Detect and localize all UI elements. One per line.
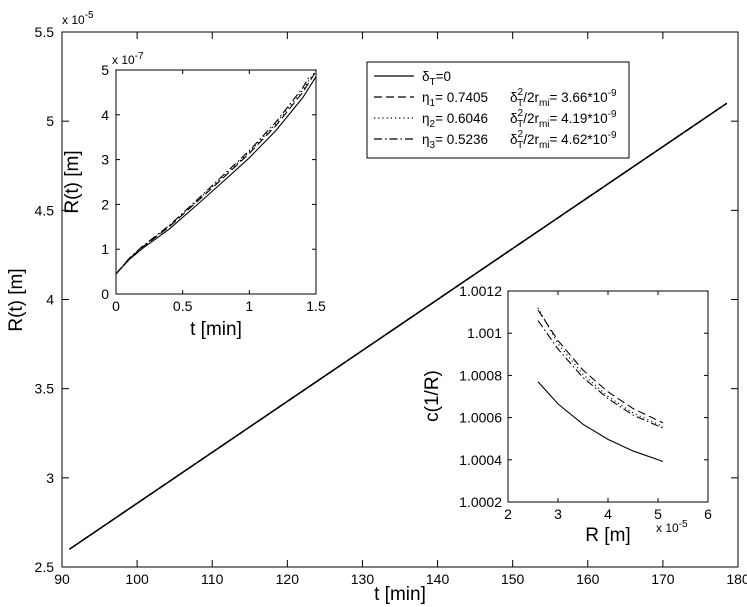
inset-right-y-tick-label: 1.0012 [459,283,502,299]
main-x-tick-label: 180 [726,571,747,587]
inset-right-series-dotted [537,307,664,427]
main-y-exponent: x 10-5 [62,10,94,27]
inset-right-y-tick-label: 1.0008 [459,367,502,383]
main-x-tick-label: 150 [501,571,525,587]
main-x-tick-label: 120 [276,571,300,587]
inset-left-y-tick-label: 1 [101,241,109,257]
inset-right-x-tick-label: 5 [654,506,662,522]
legend-ratio: δ2 T/2rmi= 4.62*10-9 [510,129,617,151]
main-x-tick-label: 170 [651,571,675,587]
main-x-tick-label: 110 [201,571,224,587]
inset-right-y-tick-label: 1.001 [467,325,502,341]
main-y-tick-label: 5.5 [35,24,55,40]
inset-left-y-tick-label: 2 [101,196,109,212]
inset-right-x-axis-label: R [m] [585,525,630,546]
inset-right-y-tick-label: 1.0002 [459,494,502,510]
inset-right-ticks: 2 3 4 5 6 1.0002 1.0004 1.0006 1.0008 1.001 1.0012 [459,283,712,522]
inset-left-y-tick-label: 3 [101,152,109,168]
legend-label: η3= 0.5236 [422,132,488,151]
inset-left-series-solid [115,76,317,275]
main-y-tick-label: 5 [46,113,54,129]
inset-left-series [115,69,317,275]
inset-right-x-tick-label: 2 [504,506,512,522]
inset-right-x-tick-label: 6 [704,506,712,522]
inset-right-x-tick-label: 4 [604,506,612,522]
inset-right-series-dashed [537,309,664,424]
main-y-tick-label: 4.5 [35,202,55,218]
main-x-tick-label: 140 [426,571,450,587]
legend-ratio: δ2 T/2rmi= 4.19*10-9 [510,108,617,130]
main-y-axis-label: R(t) [m] [6,268,27,331]
inset-right-x-exponent: x 10-5 [656,519,688,535]
inset-left-x-tick-label: 0 [112,298,120,314]
inset-left-series-dotted [115,69,317,275]
inset-right-x-tick-label: 3 [554,506,562,522]
legend: δT=0 η1= 0.7405 δ2 T/2rmi= 3.66*10-9 η2= 0.6… [366,61,630,159]
inset-left-series-dashdot [115,76,310,275]
inset-left-y-exponent: x 10-7 [112,51,144,67]
inset-right-y-axis-label: c(1/R) [422,370,443,422]
inset-right-series [537,307,664,463]
main-y-tick-label: 3 [46,470,54,486]
main-x-tick-label: 130 [351,571,375,587]
legend-label: η2= 0.6046 [422,111,488,130]
main-ticks: 90 100 110 120 130 140 150 160 170 1802.533.544.5… [35,24,747,587]
inset-right-series-dashdot [537,320,664,429]
inset-left-x-tick-label: 1 [245,298,253,314]
legend-box [366,61,630,159]
main-y-tick-label: 4 [46,292,54,308]
inset-right-chart: 2 3 4 5 6 1.0002 1.0004 1.0006 1.0008 1.001 1.0012… [422,283,712,546]
legend-label: η1= 0.7405 [422,90,488,109]
inset-left-y-tick-label: 0 [101,286,109,302]
main-x-tick-label: 100 [125,571,149,587]
inset-left-chart: 0 0.5 1 1.5 0 1 2 3 4 5 x 10-7 t [min] R(t) [m] [62,51,326,340]
main-x-tick-label: 160 [576,571,600,587]
inset-left-y-tick-label: 4 [101,107,109,123]
inset-left-y-tick-label: 5 [101,62,109,78]
inset-right-series-solid [537,381,664,463]
inset-right-y-tick-label: 1.0006 [459,410,502,426]
main-x-axis-label: t [min] [374,584,426,605]
legend-ratio: δ2 T/2rmi= 3.66*10-9 [510,87,617,109]
inset-left-y-axis-label: R(t) [m] [62,150,83,213]
inset-right-y-tick-label: 1.0004 [459,452,502,468]
inset-left-x-tick-label: 0.5 [173,298,193,314]
legend-label: δT=0 [422,69,451,88]
main-x-tick-label: 90 [54,571,70,587]
main-y-tick-label: 2.5 [35,559,55,575]
inset-left-x-tick-label: 1.5 [306,298,326,314]
inset-left-series-dashed [115,71,317,275]
main-series-dashed [69,102,728,550]
main-series [69,102,728,550]
inset-left-x-axis-label: t [min] [190,319,242,340]
inset-left-ticks: 0 0.5 1 1.5 0 1 2 3 4 5 [101,62,326,314]
main-y-tick-label: 3.5 [35,381,55,397]
